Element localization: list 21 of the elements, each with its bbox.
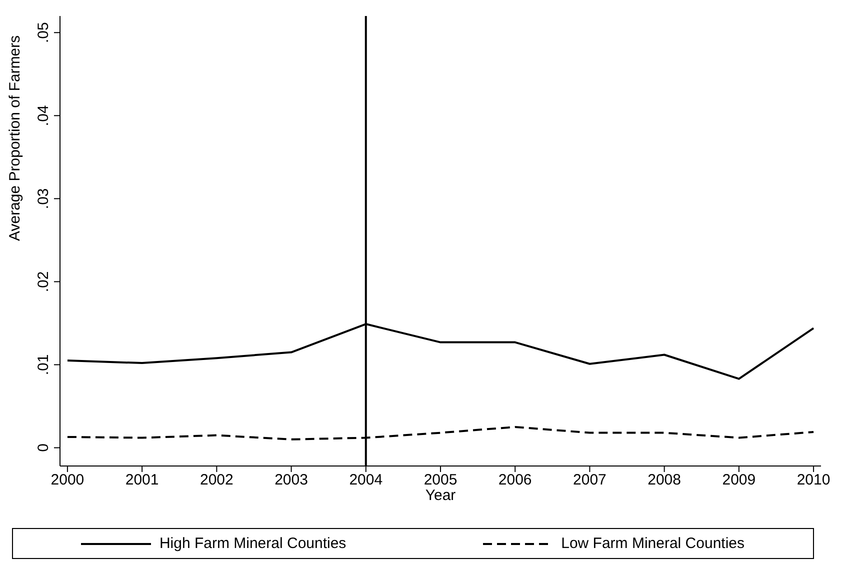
y-tick-label: 0 [35, 444, 52, 452]
x-tick-label: 2009 [722, 472, 756, 489]
y-tick-label: .01 [35, 354, 52, 376]
legend-label: Low Farm Mineral Counties [561, 535, 745, 552]
x-tick-label: 2002 [200, 472, 234, 489]
x-tick-label: 2006 [498, 472, 532, 489]
x-tick-label: 2005 [424, 472, 458, 489]
x-tick-label: 2001 [125, 472, 159, 489]
x-tick-label: 2010 [796, 472, 830, 489]
x-tick-label: 2000 [50, 472, 84, 489]
y-axis-title: Average Proportion of Farmers [6, 35, 24, 241]
x-tick-label: 2004 [349, 472, 383, 489]
y-tick-label: .05 [35, 22, 52, 44]
y-tick-label: .04 [35, 105, 52, 126]
x-tick-label: 2007 [573, 472, 606, 489]
legend-label: High Farm Mineral Counties [159, 535, 346, 552]
x-axis-title: Year [425, 487, 456, 504]
x-tick-label: 2003 [274, 472, 308, 489]
x-tick-label: 2008 [648, 472, 682, 489]
y-tick-label: .02 [35, 271, 52, 292]
y-tick-label: .03 [35, 188, 52, 210]
